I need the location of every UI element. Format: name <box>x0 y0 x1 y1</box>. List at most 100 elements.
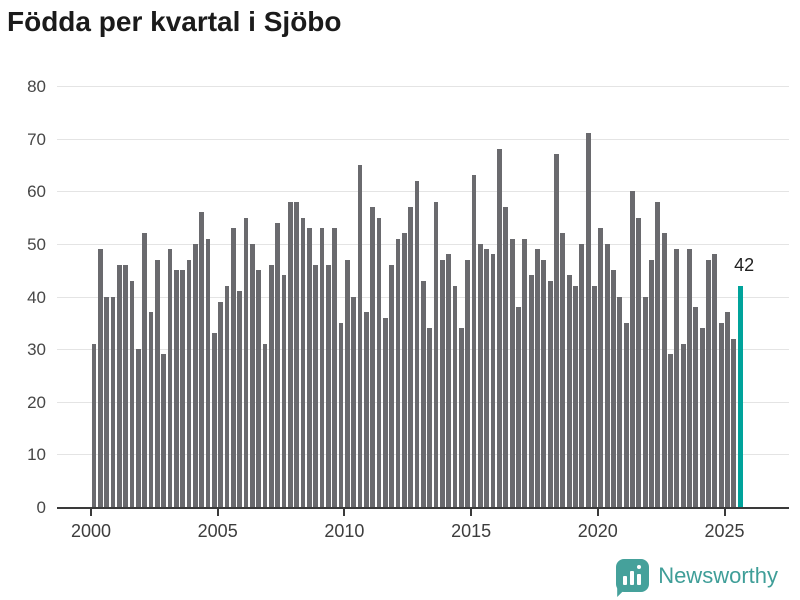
x-axis-line <box>57 507 789 509</box>
bar <box>173 270 179 507</box>
newsworthy-logo[interactable]: Newsworthy <box>616 559 778 597</box>
bar <box>477 243 483 507</box>
bar <box>680 343 686 507</box>
bar <box>471 175 477 507</box>
bar <box>420 280 426 507</box>
bar <box>547 280 553 507</box>
bar <box>376 217 382 507</box>
x-axis-label-2015: 2015 <box>451 521 492 541</box>
bar <box>414 180 420 507</box>
bar <box>623 322 629 507</box>
bar <box>148 312 154 507</box>
bar <box>528 275 534 507</box>
bar <box>648 259 654 507</box>
bar <box>205 238 211 507</box>
bar <box>699 328 705 507</box>
bar <box>344 259 350 507</box>
logo-mini-bar-icon <box>623 576 628 585</box>
bar <box>268 264 274 507</box>
page-title: Födda per kvartal i Sjöbo <box>7 6 342 37</box>
bar <box>110 296 116 507</box>
y-axis-label-0: 0 <box>36 498 46 517</box>
bar <box>186 259 192 507</box>
bar <box>674 249 680 507</box>
bar <box>408 207 414 507</box>
bar <box>617 296 623 507</box>
bar <box>332 228 338 507</box>
x-axis-label-2000: 2000 <box>70 521 112 541</box>
gridline-70 <box>57 138 789 140</box>
x-axis-tick-2005 <box>216 509 219 516</box>
bar <box>97 249 103 507</box>
bar <box>256 270 262 507</box>
bar <box>446 254 452 507</box>
bar <box>389 264 395 507</box>
bar <box>579 243 585 507</box>
bar <box>192 243 198 507</box>
bar <box>363 312 369 507</box>
y-axis-label-20: 20 <box>27 392 46 412</box>
bar-chart: 0 10 20 30 40 50 60 70 80 2000 2005 2010 2015 2020 202… <box>27 77 789 541</box>
bar <box>629 191 635 507</box>
bar <box>642 296 648 507</box>
bar <box>522 238 528 507</box>
bar <box>515 307 521 507</box>
bar <box>509 238 515 507</box>
bar <box>591 285 597 507</box>
gridline-60 <box>57 191 789 193</box>
bar <box>281 275 287 507</box>
logo-mini-bar-icon <box>630 571 635 585</box>
bar <box>382 317 388 507</box>
x-axis-label-2020: 2020 <box>577 521 618 541</box>
bar <box>167 249 173 507</box>
x-axis-label-2010: 2010 <box>324 521 365 541</box>
bar <box>604 243 610 507</box>
bar <box>104 296 110 507</box>
bar <box>667 354 673 507</box>
bar <box>395 238 401 507</box>
bar <box>598 228 604 507</box>
y-axis-label-60: 60 <box>27 182 46 202</box>
newsworthy-logo-icon <box>616 559 650 597</box>
bar <box>237 291 243 507</box>
bar <box>357 164 363 507</box>
y-axis-label-10: 10 <box>27 445 46 465</box>
bar <box>636 217 642 507</box>
bar <box>123 264 129 507</box>
gridline-50 <box>57 243 789 245</box>
bar <box>91 343 97 507</box>
bar <box>306 228 312 507</box>
bar <box>610 270 616 507</box>
x-axis-tick-2025 <box>723 509 726 516</box>
bar <box>452 285 458 507</box>
bar <box>712 254 718 507</box>
bar <box>553 154 559 507</box>
bar <box>135 349 141 507</box>
bar <box>224 285 230 507</box>
x-axis-tick-2020 <box>596 509 599 516</box>
bar <box>199 212 205 507</box>
bar <box>313 264 319 507</box>
bar <box>300 217 306 507</box>
bar <box>351 296 357 507</box>
bar <box>275 222 281 507</box>
bar <box>230 228 236 507</box>
bar <box>560 233 566 507</box>
logo-exclamation-dot-icon <box>637 565 642 569</box>
bar <box>116 264 122 507</box>
bar <box>496 149 502 507</box>
logo-bubble-tail-icon <box>617 586 629 597</box>
y-axis-label-30: 30 <box>27 340 46 360</box>
bar <box>439 259 445 507</box>
bar <box>161 354 167 507</box>
x-axis-tick-2015 <box>470 509 473 516</box>
bar <box>705 259 711 507</box>
x-axis-label-2005: 2005 <box>197 521 238 541</box>
bar <box>490 254 496 507</box>
bar <box>427 328 433 507</box>
y-axis-label-80: 80 <box>27 77 46 96</box>
bar <box>718 322 724 507</box>
bar <box>566 275 572 507</box>
bar <box>180 270 186 507</box>
bar <box>243 217 249 507</box>
